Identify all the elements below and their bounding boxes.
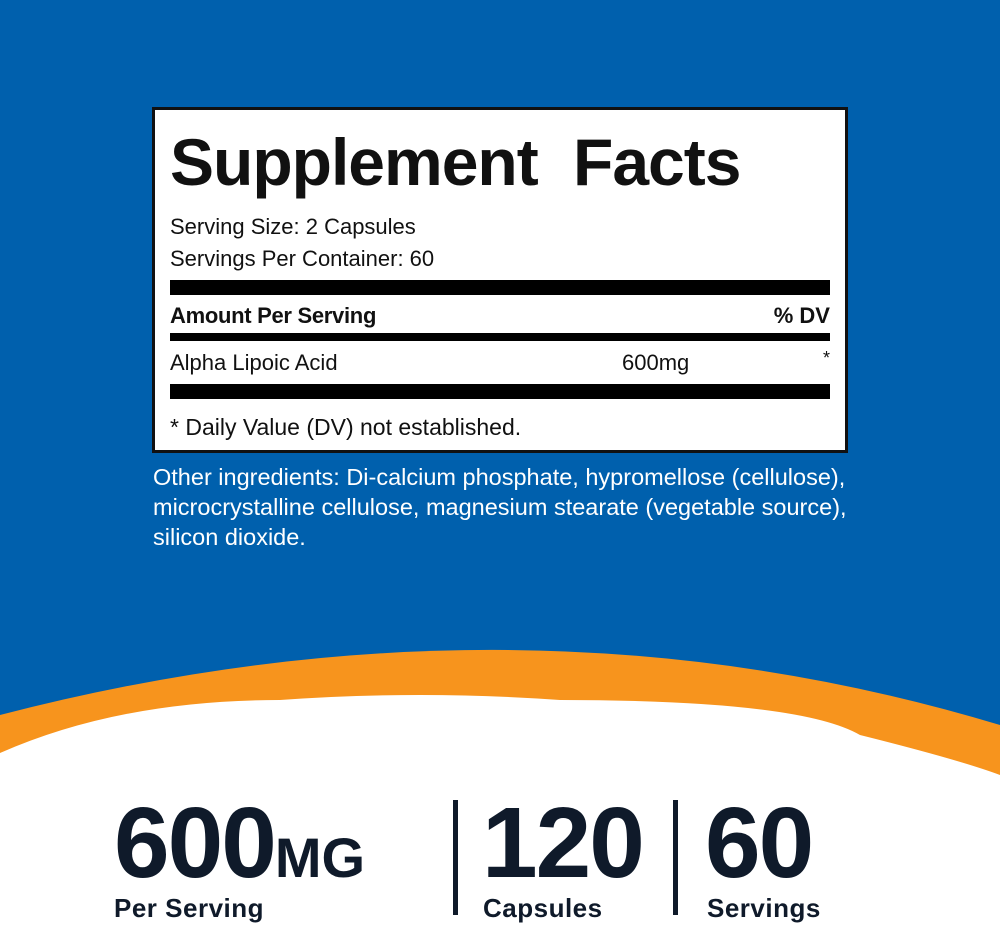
ingredient-name: Alpha Lipoic Acid: [170, 350, 338, 375]
divider-bar: [170, 280, 830, 295]
stat-servings-label: Servings: [707, 893, 821, 923]
ingredient-amount: 600mg: [622, 350, 690, 375]
servings-per-container: Servings Per Container: 60: [170, 246, 435, 271]
divider-bar: [170, 384, 830, 399]
ingredient-dv: *: [822, 348, 830, 368]
amount-header: Amount Per Serving: [170, 303, 377, 328]
stat-divider: [453, 800, 458, 915]
stat-capsules-value: 120: [482, 787, 645, 899]
stat-value: 600: [114, 787, 277, 899]
footnote: * Daily Value (DV) not established.: [170, 414, 522, 440]
panel-title: Supplement Facts: [170, 125, 741, 199]
stat-serving-label: Per Serving: [114, 893, 265, 923]
serving-size: Serving Size: 2 Capsules: [170, 214, 416, 239]
stat-unit: MG: [274, 826, 366, 889]
stat-divider: [673, 800, 678, 915]
supplement-facts-panel: Supplement Facts Serving Size: 2 Capsule…: [152, 107, 848, 453]
other-ingredients: Other ingredients: Di-calcium phosphate,…: [153, 464, 847, 550]
divider-bar: [170, 333, 830, 341]
stat-servings-value: 60: [705, 787, 814, 899]
stat-capsules-label: Capsules: [483, 893, 603, 923]
stat-serving-value: 600MG: [114, 793, 365, 893]
dv-header: % DV: [773, 303, 830, 328]
